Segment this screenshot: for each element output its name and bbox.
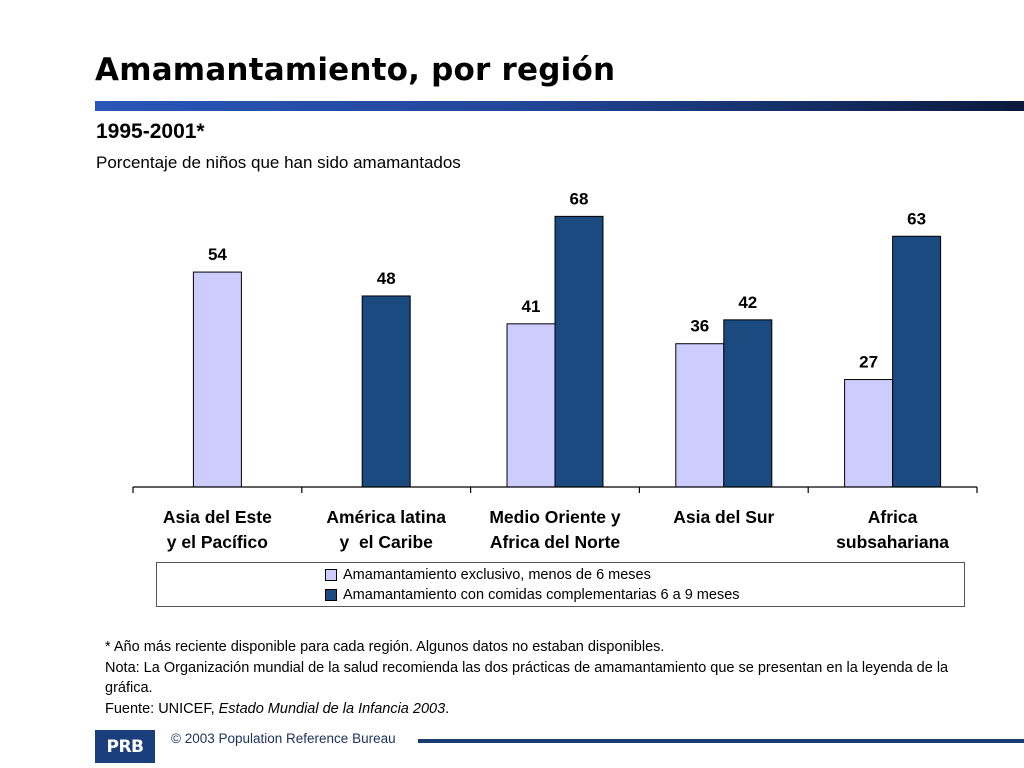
copyright: © 2003 Population Reference Bureau <box>171 731 396 746</box>
data-label-2-0: 41 <box>522 297 541 316</box>
category-label-2: Medio Oriente y Africa del Norte <box>470 505 640 555</box>
bar-4-1 <box>892 235 942 488</box>
legend-swatch-complementary <box>325 589 337 601</box>
bar-2-0 <box>506 323 556 488</box>
data-label-4-0: 27 <box>859 353 878 372</box>
category-label-line: Africa <box>867 507 918 527</box>
data-label-0-0: 54 <box>208 245 227 264</box>
data-label-2-1: 68 <box>570 189 589 208</box>
bar-3-1 <box>723 319 773 488</box>
chart-legend: Amamantamiento exclusivo, menos de 6 mes… <box>156 562 965 607</box>
category-label-line: Africa del Norte <box>489 532 621 552</box>
page-title: Amamantamiento, por región <box>95 52 616 88</box>
data-label-1-1: 48 <box>377 269 396 288</box>
category-label-0: Asia del Este y el Pacífico <box>132 505 302 555</box>
data-label-3-1: 42 <box>738 293 757 312</box>
legend-label-complementary: Amamantamiento con comidas complementari… <box>343 587 740 603</box>
legend-item-exclusive: Amamantamiento exclusivo, menos de 6 mes… <box>325 567 651 583</box>
footnote-asterisk: * Año más reciente disponible para cada … <box>105 639 665 655</box>
bar-0-0 <box>192 271 242 488</box>
bar-2-1 <box>554 215 604 488</box>
bar-4-0 <box>844 379 894 488</box>
chart-subtitle: 1995-2001* <box>96 120 205 143</box>
source-title: Estado Mundial de la Infancia 2003 <box>218 700 446 717</box>
source-prefix: Fuente: UNICEF, <box>105 700 219 717</box>
category-label-4: Africa subsahariana <box>808 505 978 555</box>
legend-swatch-exclusive <box>325 569 337 581</box>
category-label-line: Asia del Sur <box>673 507 775 527</box>
footnote-source: Fuente: UNICEF, Estado Mundial de la Inf… <box>105 699 985 720</box>
category-label-line: subsahariana <box>836 532 949 552</box>
chart-caption: Porcentaje de niños que han sido amamant… <box>96 153 461 172</box>
bar-3-0 <box>675 343 725 488</box>
footnote-nota: Nota: La Organización mundial de la salu… <box>105 659 949 697</box>
legend-item-complementary: Amamantamiento con comidas complementari… <box>325 587 740 603</box>
data-label-3-0: 36 <box>690 317 709 336</box>
category-label-3: Asia del Sur <box>639 505 809 530</box>
data-label-4-1: 63 <box>907 209 926 228</box>
category-label-line: América latina <box>326 507 446 527</box>
bar-1-1 <box>361 295 411 488</box>
legend-label-exclusive: Amamantamiento exclusivo, menos de 6 mes… <box>343 567 651 583</box>
footnotes: * Año más reciente disponible para cada … <box>105 637 985 719</box>
source-suffix: . <box>445 700 450 717</box>
prb-logo: PRB <box>95 730 155 763</box>
footer-rule <box>418 739 1024 743</box>
category-label-line: Medio Oriente y <box>489 507 621 527</box>
category-label-1: América latina y el Caribe <box>301 505 471 555</box>
title-rule <box>95 101 1024 111</box>
category-label-line: y el Caribe <box>339 532 433 552</box>
category-label-line: Asia del Este <box>162 507 272 527</box>
category-label-line: y el Pacífico <box>166 532 268 552</box>
logo-text: PRB <box>106 736 144 757</box>
